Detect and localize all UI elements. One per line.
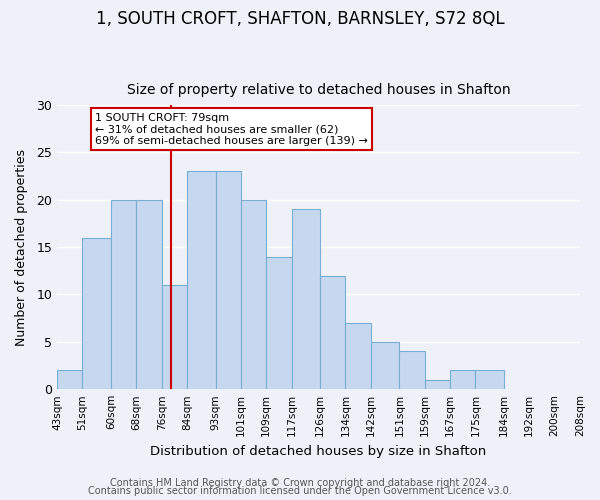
Bar <box>161 285 187 389</box>
Bar <box>136 200 161 389</box>
Y-axis label: Number of detached properties: Number of detached properties <box>15 148 28 346</box>
Bar <box>215 172 241 389</box>
Bar <box>450 370 475 389</box>
Bar <box>346 323 371 389</box>
Bar <box>320 276 346 389</box>
X-axis label: Distribution of detached houses by size in Shafton: Distribution of detached houses by size … <box>151 444 487 458</box>
Bar <box>241 200 266 389</box>
Bar <box>266 256 292 389</box>
Bar <box>187 172 215 389</box>
Text: 1 SOUTH CROFT: 79sqm
← 31% of detached houses are smaller (62)
69% of semi-detac: 1 SOUTH CROFT: 79sqm ← 31% of detached h… <box>95 112 368 146</box>
Bar <box>400 352 425 389</box>
Bar <box>475 370 504 389</box>
Bar <box>371 342 400 389</box>
Text: 1, SOUTH CROFT, SHAFTON, BARNSLEY, S72 8QL: 1, SOUTH CROFT, SHAFTON, BARNSLEY, S72 8… <box>95 10 505 28</box>
Bar <box>292 210 320 389</box>
Text: Contains HM Land Registry data © Crown copyright and database right 2024.: Contains HM Land Registry data © Crown c… <box>110 478 490 488</box>
Bar <box>57 370 82 389</box>
Bar <box>425 380 450 389</box>
Bar <box>111 200 136 389</box>
Title: Size of property relative to detached houses in Shafton: Size of property relative to detached ho… <box>127 83 511 97</box>
Text: Contains public sector information licensed under the Open Government Licence v3: Contains public sector information licen… <box>88 486 512 496</box>
Bar <box>82 238 111 389</box>
